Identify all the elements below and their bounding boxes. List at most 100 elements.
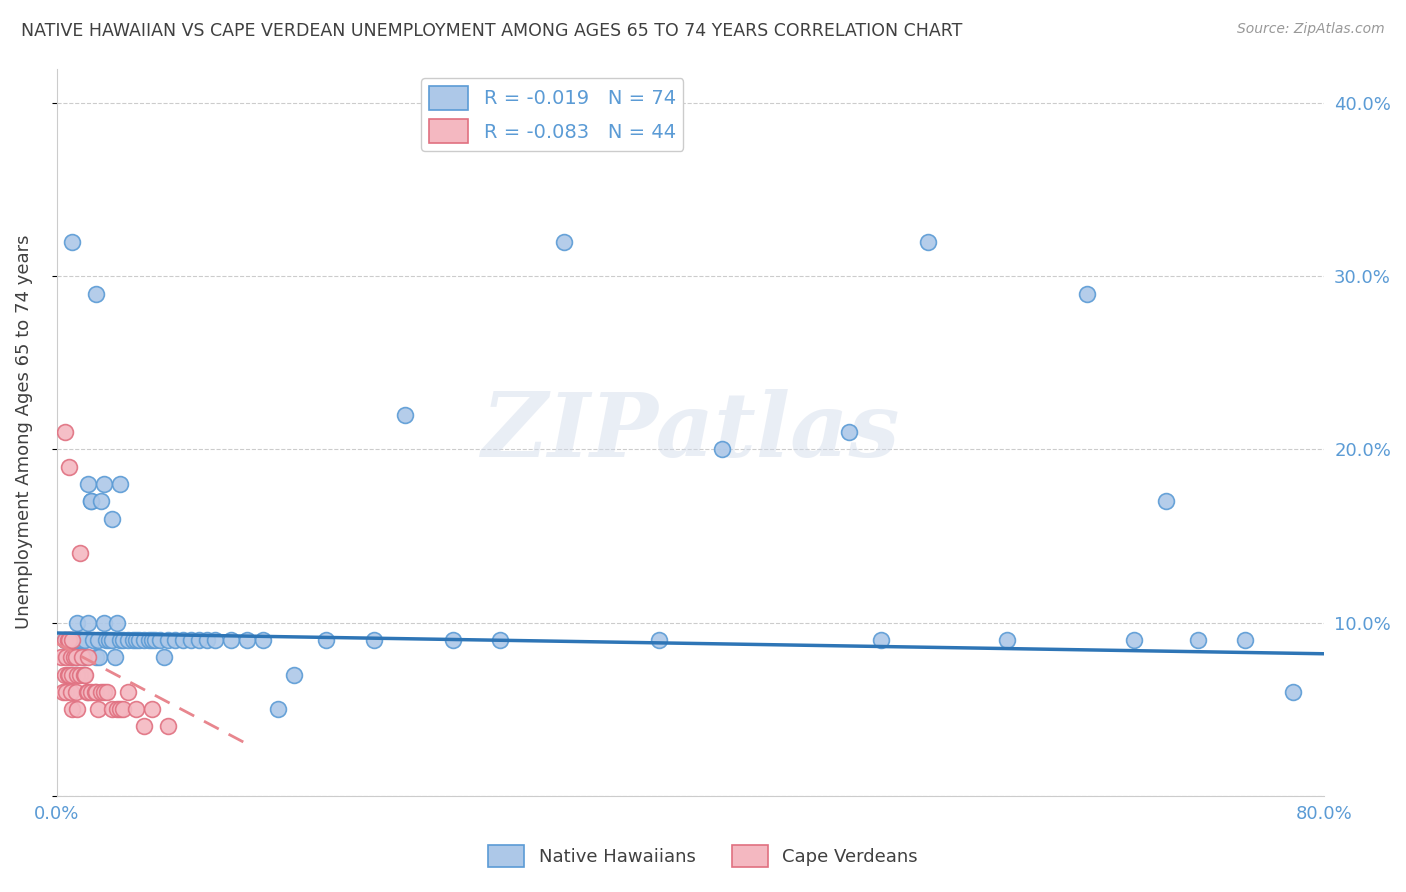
Point (87, 702, 110, 716)
Point (52, 685, 75, 699)
Point (70, 632, 93, 647)
Point (55, 685, 77, 699)
Point (101, 702, 124, 716)
Point (59, 685, 82, 699)
Point (112, 702, 135, 716)
Point (1123, 632, 1146, 647)
Point (65, 650, 87, 665)
Point (58, 632, 80, 647)
Point (62, 702, 84, 716)
Point (112, 632, 135, 647)
Point (84, 685, 107, 699)
Point (117, 632, 139, 647)
Point (648, 632, 671, 647)
Point (93, 615, 115, 630)
Point (869, 632, 891, 647)
Y-axis label: Unemployment Among Ages 65 to 74 years: Unemployment Among Ages 65 to 74 years (15, 235, 32, 630)
Point (156, 632, 179, 647)
Point (69, 632, 91, 647)
Point (53, 632, 76, 647)
Point (89, 650, 111, 665)
Point (143, 632, 166, 647)
Point (62, 632, 84, 647)
Point (252, 632, 274, 647)
Point (93, 685, 115, 699)
Point (917, 235, 939, 249)
Point (75, 632, 97, 647)
Point (125, 702, 148, 716)
Point (93, 477, 115, 491)
Point (62, 650, 84, 665)
Point (77, 685, 100, 699)
Point (70, 650, 93, 665)
Point (76, 685, 98, 699)
Point (180, 632, 202, 647)
Point (236, 632, 259, 647)
Point (90, 494, 112, 508)
Point (53, 667, 76, 681)
Point (105, 702, 128, 716)
Point (62, 632, 84, 647)
Point (80, 494, 103, 508)
Point (117, 685, 139, 699)
Point (66, 615, 89, 630)
Point (108, 702, 131, 716)
Point (141, 702, 163, 716)
Point (188, 632, 211, 647)
Point (132, 632, 155, 647)
Point (125, 632, 148, 647)
Legend: R = -0.019   N = 74, R = -0.083   N = 44: R = -0.019 N = 74, R = -0.083 N = 44 (422, 78, 683, 151)
Point (315, 632, 337, 647)
Point (82, 632, 104, 647)
Point (128, 632, 150, 647)
Point (108, 632, 131, 647)
Point (66, 667, 89, 681)
Point (441, 632, 464, 647)
Point (55, 650, 77, 665)
Point (138, 632, 160, 647)
Point (363, 632, 385, 647)
Text: ZIPatlas: ZIPatlas (482, 389, 900, 475)
Point (1187, 632, 1209, 647)
Point (101, 512, 124, 526)
Point (156, 719, 179, 733)
Point (489, 632, 512, 647)
Point (101, 632, 124, 647)
Point (56, 667, 79, 681)
Point (69, 546, 91, 560)
Point (63, 650, 86, 665)
Point (219, 632, 242, 647)
Point (96, 685, 118, 699)
Point (267, 702, 290, 716)
Point (141, 632, 163, 647)
Point (80, 494, 103, 508)
Point (97, 632, 120, 647)
Point (153, 650, 176, 665)
Point (553, 235, 575, 249)
Point (394, 408, 416, 422)
Point (77, 477, 100, 491)
Point (283, 667, 305, 681)
Point (80, 685, 103, 699)
Point (1234, 632, 1257, 647)
Point (838, 425, 860, 439)
Point (84, 650, 107, 665)
Point (72, 650, 94, 665)
Point (65, 650, 87, 665)
Legend: Native Hawaiians, Cape Verdeans: Native Hawaiians, Cape Verdeans (481, 838, 925, 874)
Point (69, 632, 91, 647)
Point (108, 477, 131, 491)
Point (84, 286, 107, 301)
Point (132, 719, 155, 733)
Point (711, 442, 734, 457)
Point (72, 667, 94, 681)
Point (165, 632, 187, 647)
Point (204, 632, 226, 647)
Point (53, 632, 76, 647)
Point (65, 632, 87, 647)
Point (58, 459, 80, 474)
Point (997, 632, 1019, 647)
Point (90, 685, 112, 699)
Point (77, 650, 100, 665)
Point (149, 632, 172, 647)
